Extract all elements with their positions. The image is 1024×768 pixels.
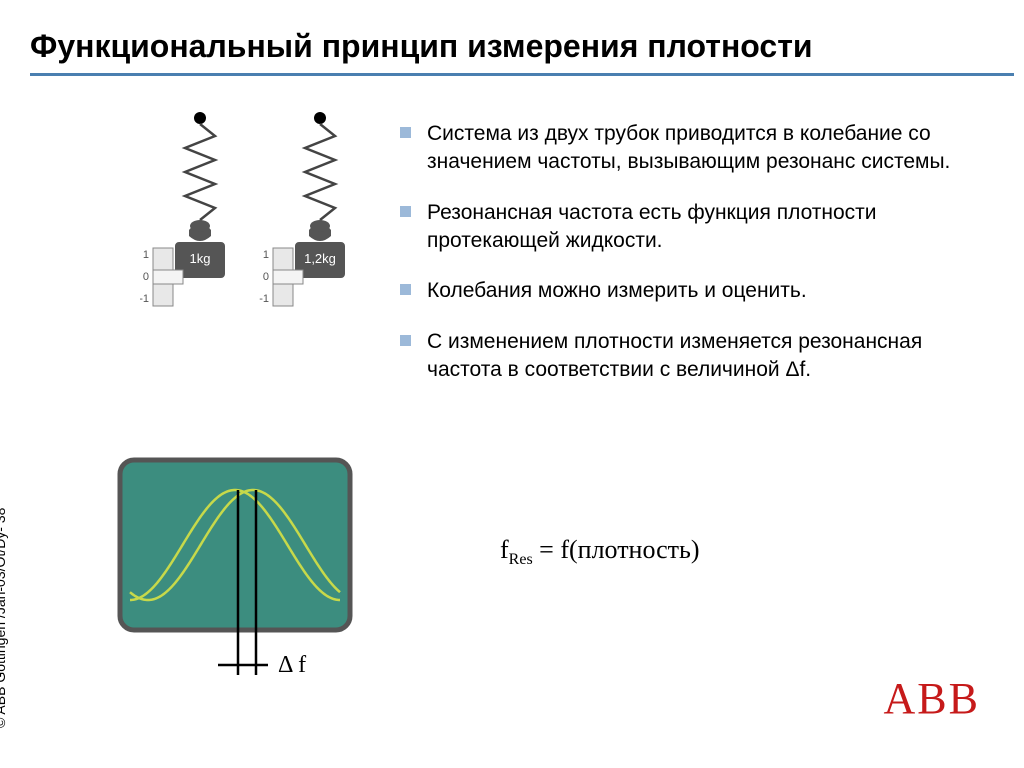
oscilloscope-diagram: Δ f bbox=[110, 450, 370, 700]
svg-text:0: 0 bbox=[143, 271, 149, 283]
bullet-text: С изменением плотности изменяется резона… bbox=[427, 328, 994, 385]
bullet-text: Резонансная частота есть функция плотнос… bbox=[427, 199, 994, 256]
brand-logo: ABB bbox=[884, 673, 980, 724]
page-title: Функциональный принцип измерения плотнос… bbox=[30, 28, 1014, 65]
bullet-item: Система из двух трубок приводится в коле… bbox=[400, 120, 994, 177]
svg-text:1: 1 bbox=[263, 249, 269, 261]
bullet-text: Система из двух трубок приводится в коле… bbox=[427, 120, 994, 177]
formula-lhs-base: f bbox=[500, 535, 509, 564]
bullet-text: Колебания можно измерить и оценить. bbox=[427, 277, 994, 305]
svg-text:1kg: 1kg bbox=[190, 251, 211, 266]
formula-lhs-sub: Res bbox=[509, 551, 533, 568]
spring-mass-diagram: 1kg 1 0 -1 1,2kg 1 0 -1 bbox=[140, 110, 380, 360]
bullet-square-icon bbox=[400, 206, 411, 217]
svg-text:Δ f: Δ f bbox=[278, 652, 306, 678]
bullet-square-icon bbox=[400, 335, 411, 346]
slide-root: Функциональный принцип измерения плотнос… bbox=[0, 0, 1024, 768]
formula: fRes = f(плотность) bbox=[500, 535, 700, 569]
svg-text:1: 1 bbox=[143, 249, 149, 261]
copyright-text: © ABB Göttingen /Jan-03/Ot/Dy- 38 bbox=[0, 508, 8, 728]
bullet-item: Резонансная частота есть функция плотнос… bbox=[400, 199, 994, 256]
bullet-square-icon bbox=[400, 284, 411, 295]
svg-text:1,2kg: 1,2kg bbox=[304, 251, 336, 266]
title-rule bbox=[30, 73, 1014, 76]
svg-text:-1: -1 bbox=[259, 293, 269, 305]
bullet-list: Система из двух трубок приводится в коле… bbox=[400, 120, 994, 406]
formula-rhs: = f(плотность) bbox=[533, 535, 700, 564]
svg-text:0: 0 bbox=[263, 271, 269, 283]
svg-text:-1: -1 bbox=[140, 293, 149, 305]
bullet-item: Колебания можно измерить и оценить. bbox=[400, 277, 994, 305]
bullet-item: С изменением плотности изменяется резона… bbox=[400, 328, 994, 385]
bullet-square-icon bbox=[400, 127, 411, 138]
title-bar: Функциональный принцип измерения плотнос… bbox=[30, 28, 1014, 76]
